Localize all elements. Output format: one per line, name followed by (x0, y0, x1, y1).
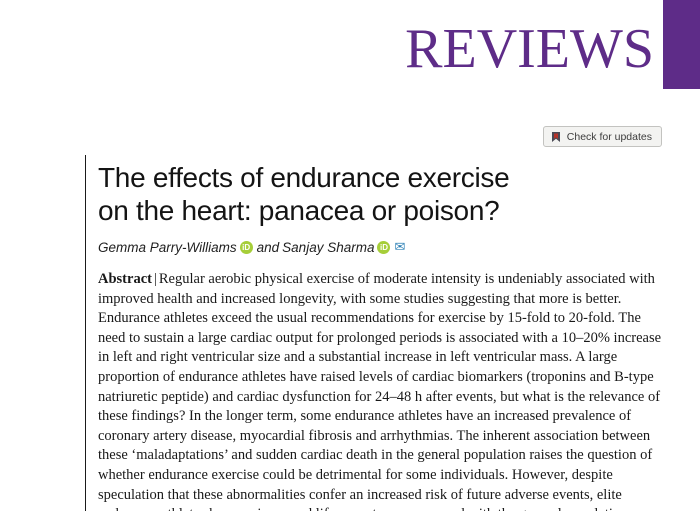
abstract-label: Abstract (98, 271, 152, 287)
article-title-line2: on the heart: panacea or poison? (98, 195, 500, 226)
banner-corner-block (663, 0, 700, 89)
author-name-2[interactable]: Sanjay Sharma (282, 240, 375, 255)
check-for-updates-label: Check for updates (566, 130, 652, 143)
author-conjunction: and (256, 240, 280, 255)
orcid-icon[interactable]: iD (239, 241, 253, 254)
author-line: Gemma Parry-Williams iD and Sanjay Sharm… (98, 240, 663, 255)
abstract-separator: | (153, 271, 157, 287)
check-for-updates-button[interactable]: Check for updates (542, 126, 662, 147)
abstract-text: Regular aerobic physical exercise of mod… (98, 271, 662, 511)
orcid-icon[interactable]: iD (377, 241, 391, 254)
journal-section-banner: REVIEWS (405, 20, 654, 78)
article-header: The effects of endurance exercise on the… (85, 155, 663, 511)
abstract-paragraph: Abstract | Regular aerobic physical exerci… (98, 270, 664, 511)
article-title: The effects of endurance exercise on the… (98, 161, 663, 227)
email-icon[interactable]: ✉ (394, 240, 406, 255)
article-title-line1: The effects of endurance exercise (98, 162, 510, 193)
crossmark-icon (550, 131, 562, 143)
author-name-1[interactable]: Gemma Parry-Williams (98, 240, 237, 255)
banner-label: REVIEWS (405, 18, 654, 80)
